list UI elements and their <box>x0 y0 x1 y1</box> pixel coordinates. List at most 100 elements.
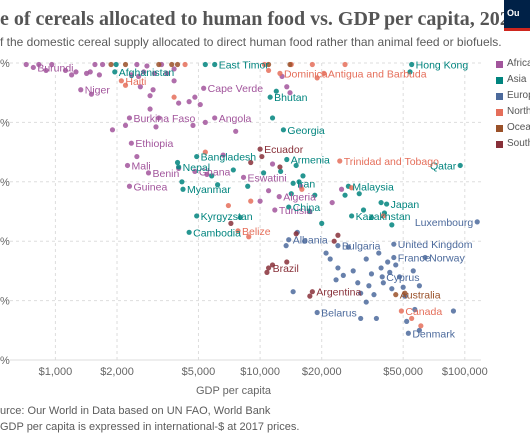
data-point <box>335 232 341 238</box>
data-point <box>368 271 375 277</box>
data-point <box>96 72 102 78</box>
point-canada <box>398 308 404 314</box>
data-point <box>319 220 325 226</box>
data-point <box>237 214 243 221</box>
data-point <box>147 106 153 112</box>
data-point <box>248 159 254 166</box>
footer-source: urce: Our World in Data based on UN FAO,… <box>0 405 271 417</box>
data-point <box>290 289 296 295</box>
point-burundi <box>30 64 36 71</box>
data-point <box>245 183 251 189</box>
point-bangladesh <box>194 153 200 160</box>
data-point <box>137 84 143 90</box>
data-point <box>62 67 69 74</box>
point-cyprus <box>379 274 385 280</box>
data-point <box>202 61 208 68</box>
data-point <box>156 61 162 68</box>
data-point <box>109 127 116 133</box>
logo-underline <box>504 28 530 31</box>
legend-swatch <box>496 77 503 84</box>
legend-swatch <box>496 125 503 132</box>
point-kyrgyzstan <box>194 213 200 219</box>
data-label-japan: Japan <box>391 199 420 211</box>
data-point <box>246 234 252 240</box>
data-label-argentina: Argentina <box>316 287 361 299</box>
data-point <box>151 70 158 76</box>
data-label-cyprus: Cyprus <box>386 272 419 284</box>
point-east-timor <box>212 61 218 68</box>
data-point <box>410 268 416 274</box>
data-point <box>259 153 265 160</box>
point-haiti <box>118 78 124 84</box>
data-point <box>360 207 367 213</box>
point-afghanistan <box>112 69 118 75</box>
data-point <box>264 269 270 275</box>
data-point <box>174 61 181 68</box>
data-point <box>260 170 267 176</box>
x-tick-label: $2,000 <box>100 366 134 378</box>
data-point <box>287 90 293 96</box>
point-niger <box>78 87 84 93</box>
data-label-belize: Belize <box>242 226 271 238</box>
x-tick-label: $5,000 <box>182 366 216 378</box>
data-point <box>293 231 299 237</box>
data-point <box>174 159 181 166</box>
legend-label: Africa <box>507 58 530 69</box>
data-label-iran: Iran <box>297 178 315 190</box>
legend-swatch <box>496 141 503 148</box>
data-point <box>373 315 380 322</box>
point-hong-kong <box>409 61 415 68</box>
legend-label: North <box>507 106 530 117</box>
data-point <box>368 214 375 221</box>
data-label-armenia: Armenia <box>291 155 330 167</box>
data-point <box>283 243 289 249</box>
data-point <box>416 327 422 333</box>
data-point <box>396 274 403 280</box>
data-label-belarus: Belarus <box>321 307 357 319</box>
data-point <box>23 61 29 68</box>
data-point <box>296 179 302 185</box>
data-label-cambodia: Cambodia <box>193 227 241 239</box>
point-iran <box>290 180 296 186</box>
data-point <box>134 153 140 160</box>
data-label-qatar: Qatar <box>430 160 457 172</box>
legend-swatch <box>496 61 503 68</box>
data-point <box>141 69 147 75</box>
point-antigua-and-barbuda <box>321 70 327 76</box>
data-point <box>338 186 345 192</box>
data-point <box>248 198 254 204</box>
x-axis-label: GDP per capita <box>196 385 272 397</box>
data-label-canada: Canada <box>405 306 442 318</box>
data-point <box>378 265 384 271</box>
data-point <box>197 101 203 108</box>
point-france <box>391 254 397 261</box>
data-point <box>134 61 140 68</box>
x-tick-label: $50,000 <box>383 366 423 378</box>
point-armenia <box>284 156 290 163</box>
data-label-angola: Angola <box>219 113 252 125</box>
data-point <box>358 315 364 322</box>
data-point <box>150 87 156 93</box>
data-point <box>342 61 348 68</box>
data-label-afghanistan: Afghanistan <box>119 67 175 79</box>
x-tick-label: $100,000 <box>442 366 488 378</box>
data-point <box>400 284 406 290</box>
data-label-algeria: Algeria <box>283 192 316 204</box>
data-point <box>350 268 356 274</box>
data-point <box>122 122 129 128</box>
chart-subtitle: f the domestic cereal supply allocated t… <box>0 35 502 49</box>
data-point <box>333 277 339 283</box>
point-trinidad-and-tobago <box>337 158 343 164</box>
owid-logo[interactable]: Ou <box>504 0 530 31</box>
data-point <box>299 186 305 192</box>
data-label-hong-kong: Hong Kong <box>416 59 469 71</box>
data-label-australia: Australia <box>400 290 441 302</box>
point-myanmar <box>180 186 186 192</box>
data-point <box>389 222 395 228</box>
data-point <box>233 128 239 134</box>
x-tick-label: $1,000 <box>39 366 73 378</box>
data-point <box>122 82 129 88</box>
data-point <box>287 61 293 68</box>
point-brazil <box>265 265 272 271</box>
data-point <box>43 67 49 74</box>
